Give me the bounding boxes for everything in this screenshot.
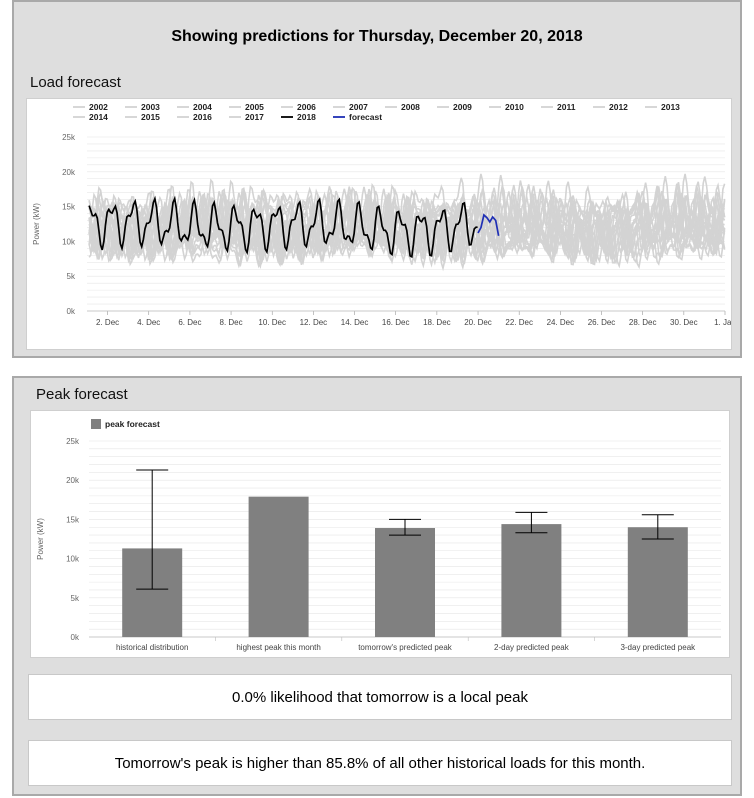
x-tick-label: 4. Dec (137, 318, 160, 327)
legend-swatch (91, 419, 101, 429)
legend-label-2013: 2013 (661, 102, 680, 112)
series-line-2018 (88, 195, 478, 259)
series-line-2015 (88, 202, 726, 269)
legend-label-2017: 2017 (245, 112, 264, 122)
legend-label-2014: 2014 (89, 112, 108, 122)
x-tick-label: 24. Dec (547, 318, 575, 327)
x-tick-label: 14. Dec (341, 318, 369, 327)
series-line-2016 (88, 189, 726, 261)
load-chart-container: 0k 5k 10k 15k 20k 25k 2. Dec 4. Dec 6. Dec 8. Dec… (26, 98, 736, 350)
x-tick-label: 18. Dec (423, 318, 451, 327)
series-line-forecast (477, 213, 500, 236)
legend-label-2005: 2005 (245, 102, 264, 112)
x-tick-label: 10. Dec (258, 318, 286, 327)
y-tick-label: 5k (67, 272, 76, 281)
y-tick-label: 20k (62, 168, 76, 177)
x-tick-label: 16. Dec (382, 318, 410, 327)
legend-label-2008: 2008 (401, 102, 420, 112)
y-tick-label: 0k (67, 307, 76, 316)
y-tick-label: 10k (66, 555, 80, 564)
peak-percentile-card: Tomorrow's peak is higher than 85.8% of … (28, 740, 732, 786)
y-tick-label: 15k (66, 515, 80, 524)
y-axis-label: Power (kW) (36, 518, 45, 560)
series-line-2017 (88, 183, 725, 263)
x-tick-label: 3-day predicted peak (620, 643, 696, 652)
legend-label-2003: 2003 (141, 102, 160, 112)
y-tick-label: 20k (66, 476, 80, 485)
bar-1 (248, 496, 309, 637)
legend-label-2007: 2007 (349, 102, 368, 112)
x-tick-label: 22. Dec (505, 318, 533, 327)
legend-label-2002: 2002 (89, 102, 108, 112)
y-tick-label: 10k (62, 237, 76, 246)
legend-label-2011: 2011 (557, 102, 576, 112)
x-tick-label: 20. Dec (464, 318, 492, 327)
x-tick-label: 2. Dec (96, 318, 119, 327)
x-tick-label: 12. Dec (300, 318, 328, 327)
peak-percentile-text: Tomorrow's peak is higher than 85.8% of … (114, 754, 646, 772)
legend-label-forecast: forecast (349, 112, 382, 122)
x-tick-label: 8. Dec (220, 318, 243, 327)
x-tick-label: 28. Dec (629, 318, 657, 327)
y-axis-label: Power (kW) (32, 203, 41, 245)
legend-label-2016: 2016 (193, 112, 212, 122)
load-forecast-chart: 0k 5k 10k 15k 20k 25k 2. Dec 4. Dec 6. Dec 8. Dec… (32, 102, 736, 327)
x-tick-label: tomorrow's predicted peak (358, 643, 453, 652)
legend-label-peak-forecast: peak forecast (105, 419, 160, 429)
legend-label-2015: 2015 (141, 112, 160, 122)
peak-section-title: Peak forecast (36, 386, 128, 403)
x-tick-label: 1. Jan (714, 318, 731, 327)
bar-2 (375, 528, 435, 637)
bar-3 (501, 524, 562, 637)
peak-forecast-chart: 0k 5k 10k 15k 20k 25k Power (kW) peak forecast h… (36, 419, 721, 652)
y-tick-label: 25k (66, 437, 80, 446)
peak-chart-container: 0k 5k 10k 15k 20k 25k Power (kW) peak forecast h… (30, 410, 730, 658)
x-tick-label: 6. Dec (178, 318, 201, 327)
legend-label-2012: 2012 (609, 102, 628, 112)
legend-label-2018: 2018 (297, 112, 316, 122)
y-tick-label: 15k (62, 203, 76, 212)
load-section-title: Load forecast (30, 74, 121, 91)
page-headline: Showing predictions for Thursday, Decemb… (171, 28, 583, 45)
x-tick-label: 30. Dec (670, 318, 698, 327)
legend-label-2004: 2004 (193, 102, 212, 112)
x-tick-label: historical distribution (116, 643, 188, 652)
legend-label-2006: 2006 (297, 102, 316, 112)
x-tick-label: 26. Dec (588, 318, 616, 327)
peak-forecast-panel: Peak forecast 0k 5k 10k 15k 20k 25k Power (kW)… (12, 376, 742, 796)
load-forecast-panel: Showing predictions for Thursday, Decemb… (12, 0, 742, 358)
x-tick-label: 2-day predicted peak (494, 643, 570, 652)
y-tick-label: 5k (71, 594, 80, 603)
local-peak-likelihood-card: 0.0% likelihood that tomorrow is a local… (28, 674, 732, 720)
y-tick-label: 25k (62, 133, 76, 142)
y-tick-label: 0k (71, 633, 80, 642)
local-peak-likelihood-text: 0.0% likelihood that tomorrow is a local… (232, 688, 528, 706)
bar-4 (627, 527, 688, 637)
legend-label-2010: 2010 (505, 102, 524, 112)
x-tick-label: highest peak this month (236, 643, 321, 652)
legend-label-2009: 2009 (453, 102, 472, 112)
